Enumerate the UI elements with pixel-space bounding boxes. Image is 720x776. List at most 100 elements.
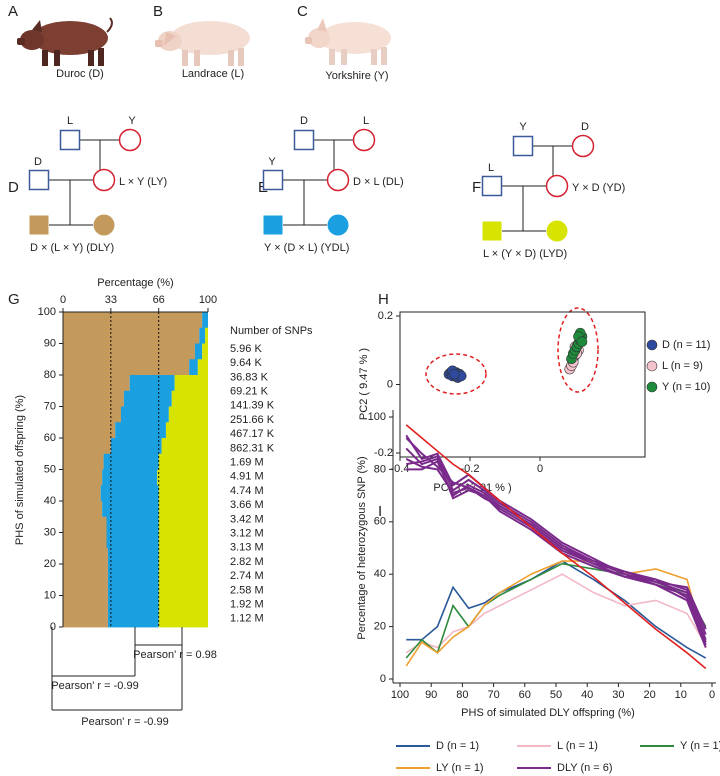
pedigree-label: L × (Y × D) (LYD) <box>483 248 567 260</box>
snp-count: 5.96 K <box>230 343 262 355</box>
legend-label: L (n = 1) <box>557 740 598 752</box>
x-tick-label: 0 <box>60 294 66 306</box>
x-tick-label: 100 <box>391 689 409 701</box>
scatter-point <box>448 368 460 380</box>
female-symbol <box>118 128 142 152</box>
snp-count: 251.66 K <box>230 414 275 426</box>
bar-segment <box>106 532 159 549</box>
data-line <box>405 458 707 630</box>
panel-label: F <box>472 179 481 196</box>
y-tick-label: 20 <box>44 558 56 570</box>
bar-segment <box>63 532 107 549</box>
pedigree-label: Y <box>268 156 276 168</box>
bar-segment <box>107 611 159 628</box>
snp-count: 141.39 K <box>230 400 275 412</box>
legend-marker <box>646 360 658 372</box>
male-symbol <box>262 169 284 191</box>
legend-label: Y (n = 10) <box>662 381 710 393</box>
x-tick-label: 90 <box>425 689 437 701</box>
snp-count: 1.92 M <box>230 599 264 611</box>
snp-count: 1.69 M <box>230 457 264 469</box>
legend-label: LY (n = 1) <box>436 762 484 774</box>
y-tick-label: 10 <box>44 589 56 601</box>
y-tick-label: 60 <box>44 432 56 444</box>
bar-segment <box>107 579 159 596</box>
correlation-note: Pearson' r = -0.99 <box>51 680 138 692</box>
bar-segment <box>171 390 208 407</box>
bar-segment <box>63 406 121 423</box>
data-line <box>405 424 707 670</box>
legend-label: DLY (n = 6) <box>557 762 613 774</box>
panel-label: C <box>297 3 308 20</box>
y-tick-label: 60 <box>374 516 386 528</box>
male-symbol <box>59 129 81 151</box>
bar-segment <box>158 595 208 612</box>
cluster-ellipse <box>425 353 487 395</box>
bar-segment <box>158 548 208 565</box>
breed-caption: Landrace (L) <box>182 68 244 80</box>
bar-segment <box>107 564 159 581</box>
legend-label: L (n = 9) <box>662 360 703 372</box>
bar-segment <box>197 359 208 376</box>
bar-segment <box>63 422 116 439</box>
x-tick-label: 20 <box>643 689 655 701</box>
bar-segment <box>194 343 203 360</box>
y-tick-label: 100 <box>38 306 56 318</box>
bar-segment <box>168 406 208 423</box>
x-axis-title: Percentage (%) <box>97 277 173 289</box>
offspring-female <box>93 214 115 236</box>
pedigree-label: L × Y (LY) <box>119 176 167 188</box>
y-axis-title: Percentage of heterozygous SNP (%) <box>356 456 368 639</box>
snp-count: 69.21 K <box>230 386 269 398</box>
bar-segment <box>158 516 208 533</box>
bar-segment <box>63 548 108 565</box>
x-tick-label: 100 <box>199 294 217 306</box>
bar-segment <box>123 390 172 407</box>
y-tick-label: 80 <box>44 369 56 381</box>
snp-count: 3.13 M <box>230 542 264 554</box>
female-symbol <box>545 174 569 198</box>
y-tick-label: 0 <box>387 378 393 390</box>
bar-segment <box>103 453 159 470</box>
y-tick-label: 30 <box>44 526 56 538</box>
pedigree-label: D <box>34 156 42 168</box>
bar-segment <box>63 564 108 581</box>
data-line <box>405 437 707 635</box>
snp-count: 4.74 M <box>230 485 264 497</box>
y-tick-label: 100 <box>368 411 386 423</box>
bar-segment <box>158 532 208 549</box>
pig-duroc <box>17 17 113 66</box>
bar-segment <box>110 438 162 455</box>
snp-count: 467.17 K <box>230 428 275 440</box>
snp-count: 3.42 M <box>230 513 264 525</box>
offspring-female <box>327 214 349 236</box>
x-tick-label: 33 <box>105 294 117 306</box>
bar-segment <box>157 469 208 486</box>
snp-count: 862.31 K <box>230 442 275 454</box>
pedigree-label: D × (L × Y) (DLY) <box>30 242 114 254</box>
x-tick-label: 66 <box>153 294 165 306</box>
pedigree-label: D <box>581 121 589 133</box>
bar-segment <box>205 327 208 344</box>
y-tick-label: 0.2 <box>378 310 393 322</box>
offspring-male <box>263 215 283 235</box>
pedigree-label: D <box>300 115 308 127</box>
bar-segment <box>121 406 169 423</box>
y-axis-title: PC2 ( 9.47 % ) <box>358 348 370 420</box>
y-tick-label: 40 <box>374 568 386 580</box>
pedigree-label: D × L (DL) <box>353 176 404 188</box>
snp-count: 3.66 M <box>230 499 264 511</box>
male-symbol <box>512 135 534 157</box>
correlation-note: Pearson' r = -0.99 <box>81 716 168 728</box>
pedigree-label: L <box>488 162 494 174</box>
panel-label: B <box>153 3 163 20</box>
bar-segment <box>107 548 159 565</box>
x-tick-label: -0.4 <box>391 463 410 475</box>
offspring-female <box>546 220 568 242</box>
male-symbol <box>481 175 503 197</box>
x-tick-label: 0 <box>709 689 715 701</box>
bar-segment <box>100 485 159 502</box>
bar-segment <box>63 312 203 329</box>
x-tick-label: 50 <box>550 689 562 701</box>
